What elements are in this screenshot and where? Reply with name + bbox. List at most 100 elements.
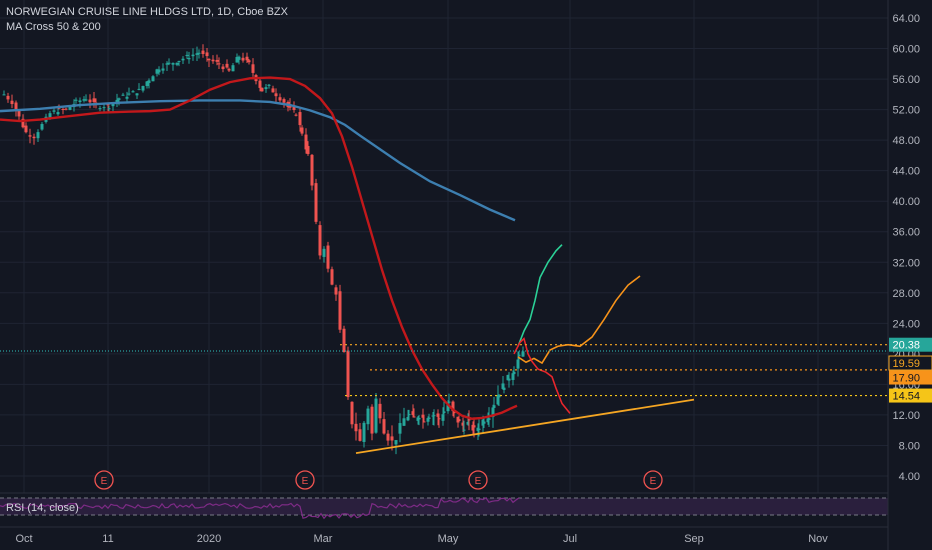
candle xyxy=(330,266,334,286)
candle xyxy=(462,420,466,435)
candle xyxy=(282,97,286,108)
candle-body xyxy=(298,112,302,126)
candle xyxy=(274,88,278,103)
price-label-text: 20.38 xyxy=(892,340,920,352)
candle-body xyxy=(358,429,362,441)
candle-body xyxy=(382,419,386,434)
candle-body xyxy=(466,421,470,425)
candle-body xyxy=(292,106,296,110)
candle-body xyxy=(496,395,500,405)
price-tick-label: 24.00 xyxy=(892,318,920,330)
candle-body xyxy=(121,94,125,96)
candle xyxy=(260,87,264,92)
candle-body xyxy=(251,64,255,73)
candle-body xyxy=(82,99,86,101)
candle xyxy=(354,412,358,441)
candle-body xyxy=(417,417,421,420)
candle-body xyxy=(491,407,495,418)
candle-body xyxy=(441,414,445,421)
candle-body xyxy=(511,373,515,380)
candle xyxy=(370,404,374,441)
candle-body xyxy=(411,411,415,415)
candle-body xyxy=(310,154,314,186)
price-tick-label: 36.00 xyxy=(892,227,920,239)
candle-body xyxy=(516,359,520,369)
candle xyxy=(447,393,451,405)
time-axis[interactable]: Oct 11 2020 Mar May Jul Sep Nov xyxy=(0,526,888,545)
price-tick-label: 4.00 xyxy=(899,471,920,483)
candle-body xyxy=(422,421,426,423)
candle xyxy=(310,153,314,191)
candle xyxy=(441,407,445,426)
candle xyxy=(406,409,410,422)
candle xyxy=(82,96,86,103)
candle xyxy=(436,409,440,426)
candle xyxy=(402,407,406,427)
candle-body xyxy=(304,134,308,150)
candle xyxy=(412,408,416,418)
candle xyxy=(300,125,304,136)
candle-body xyxy=(21,118,25,128)
price-label-bg xyxy=(889,370,932,385)
candle xyxy=(467,410,471,431)
drawings[interactable] xyxy=(0,244,888,454)
candle-body xyxy=(501,383,505,389)
candle-body xyxy=(334,287,338,295)
candle-body xyxy=(52,110,56,112)
price-axis[interactable]: 64.00 60.00 56.00 52.00 48.00 44.00 40.00 36.00… xyxy=(887,0,920,550)
price-label-text: 17.90 xyxy=(892,373,920,385)
rsi-line xyxy=(0,497,520,520)
candle-body xyxy=(56,112,60,115)
candle-body xyxy=(197,52,201,54)
candle-body xyxy=(157,69,161,73)
candle-body xyxy=(151,76,155,82)
candle-body xyxy=(507,378,511,381)
projection-orange xyxy=(517,275,641,365)
candle-body xyxy=(512,371,516,375)
candle xyxy=(237,55,241,65)
candle-body xyxy=(472,425,476,428)
candle-body xyxy=(477,428,481,430)
rsi-pane xyxy=(0,492,888,520)
symbol-title[interactable]: NORWEGIAN CRUISE LINE HLDGS LTD, 1D, Cbo… xyxy=(6,6,288,18)
candle-body xyxy=(117,98,121,100)
earnings-marker: E xyxy=(94,470,114,490)
earnings-marker-label: E xyxy=(475,476,482,487)
candle xyxy=(457,415,461,422)
candle-body xyxy=(436,413,440,417)
time-tick-label: Nov xyxy=(808,533,828,545)
candle xyxy=(231,63,235,72)
time-tick-label: Mar xyxy=(314,533,333,545)
candle xyxy=(36,129,40,142)
candle-body xyxy=(374,398,378,433)
candle-body xyxy=(195,53,199,55)
candle-body xyxy=(437,418,441,420)
candle-body xyxy=(165,63,169,65)
candle-body xyxy=(506,374,510,381)
candle-body xyxy=(300,127,304,134)
candle-body xyxy=(390,436,394,441)
candle xyxy=(157,66,161,76)
candle-body xyxy=(386,433,390,441)
price-label-bg xyxy=(889,337,932,352)
candle-body xyxy=(432,415,436,417)
candle-body xyxy=(461,422,465,426)
candle-body xyxy=(185,54,189,56)
candle-body xyxy=(177,60,181,62)
rsi-label[interactable]: RSI (14, close) xyxy=(6,502,79,514)
price-tick-label: 40.00 xyxy=(892,196,920,208)
ma50-line xyxy=(0,76,518,420)
candle-body xyxy=(225,63,229,68)
earnings-marker-circle xyxy=(643,470,663,490)
indicator-title[interactable]: MA Cross 50 & 200 xyxy=(6,21,101,33)
candle-body xyxy=(175,62,179,65)
candle-body xyxy=(447,401,451,403)
candle xyxy=(417,414,421,426)
candle xyxy=(235,53,239,63)
candle xyxy=(6,92,10,103)
candle xyxy=(264,84,268,93)
candle-body xyxy=(215,59,219,62)
candle-body xyxy=(205,52,209,57)
